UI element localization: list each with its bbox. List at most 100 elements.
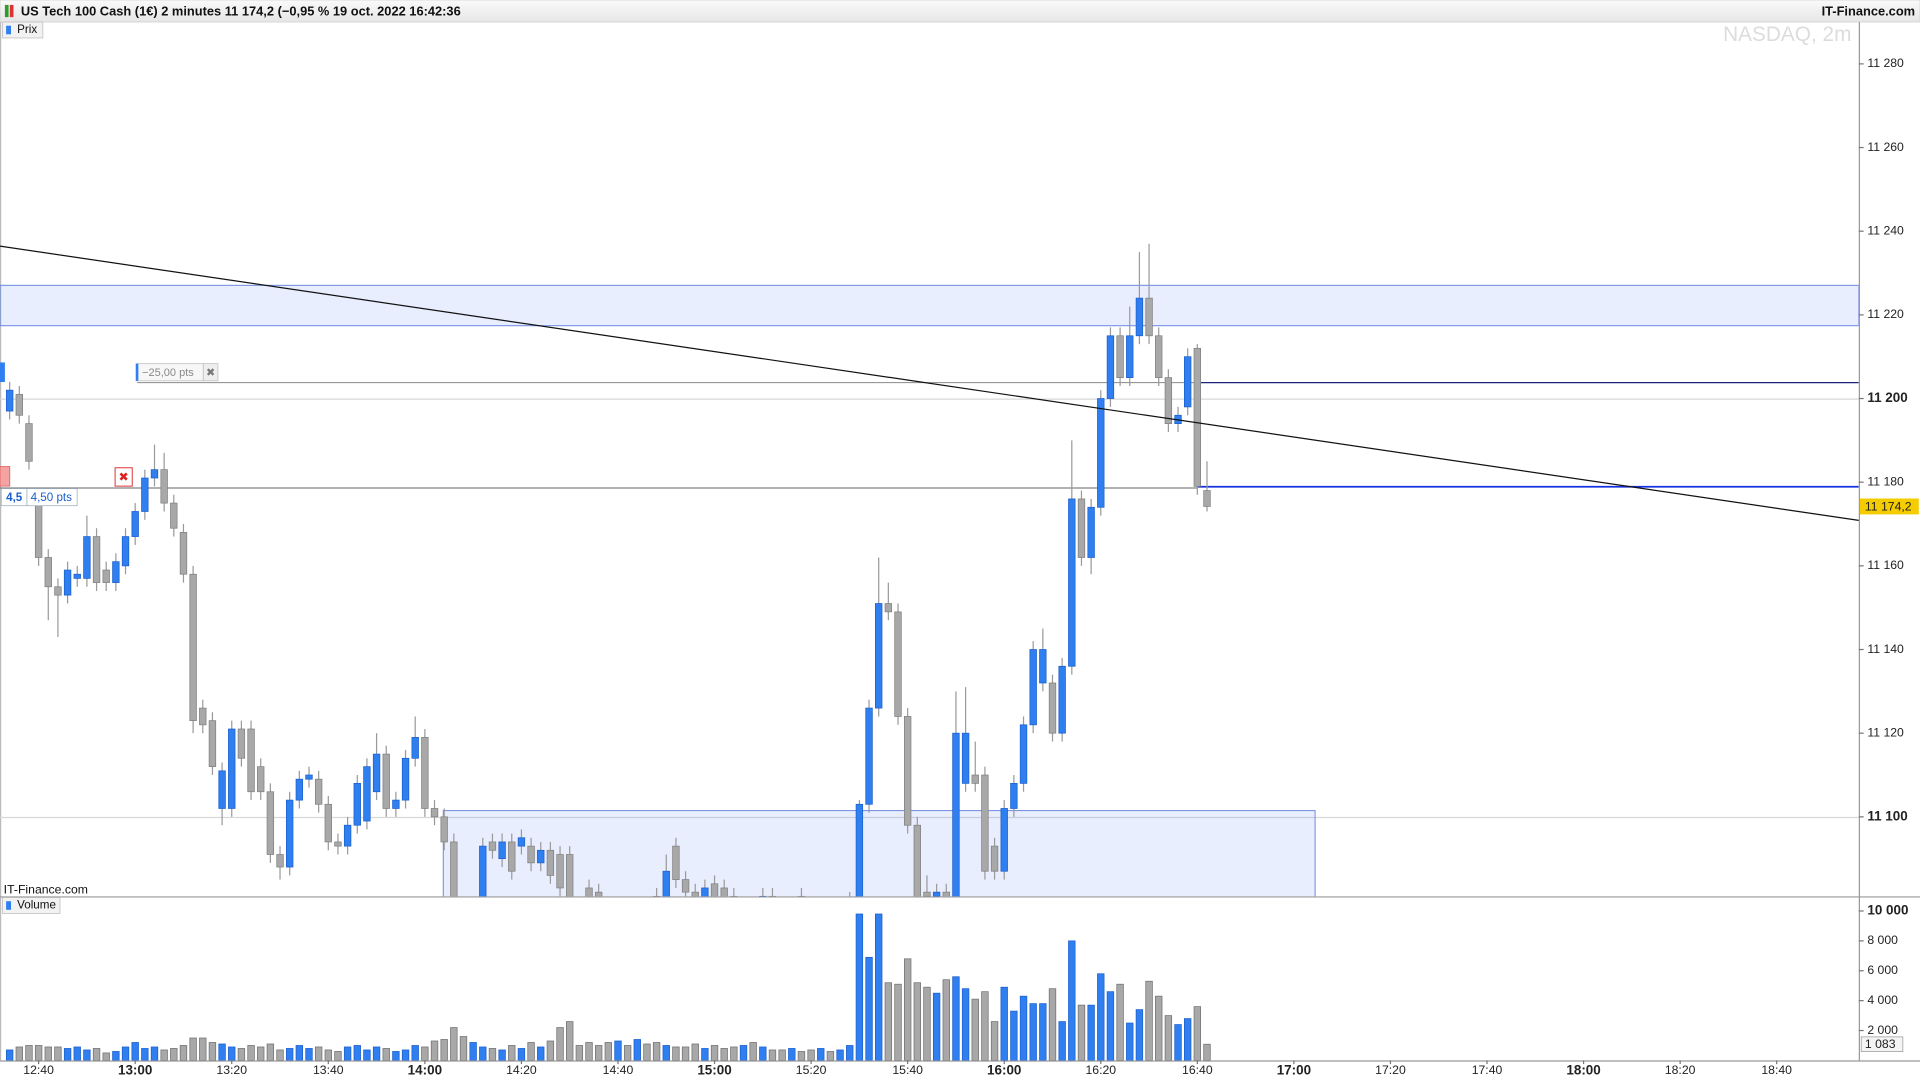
level-marker — [0, 362, 5, 383]
volume-bar — [189, 1037, 197, 1061]
y-tick-label: 11 240 — [1867, 223, 1904, 237]
x-tick-label: 14:40 — [603, 1063, 634, 1077]
candle-body — [1155, 335, 1163, 378]
candle-body — [372, 753, 381, 793]
candle-body — [730, 895, 738, 897]
volume-bar — [594, 1045, 603, 1061]
candle-body — [952, 732, 960, 897]
volume-bar — [102, 1052, 110, 1061]
volume-bar — [430, 1040, 439, 1061]
candle-body — [170, 502, 178, 529]
candle-body — [1058, 665, 1066, 734]
volume-bar — [701, 1048, 709, 1061]
x-tick-label: 17:40 — [1472, 1063, 1503, 1077]
candle-body — [1135, 297, 1144, 337]
volume-bar — [401, 1049, 410, 1061]
candle-body — [121, 536, 130, 567]
volume-bar — [1145, 980, 1153, 1061]
volume-bar — [585, 1042, 593, 1061]
volume-bar — [652, 1042, 661, 1061]
volume-bar — [1155, 995, 1163, 1061]
volume-bar — [855, 913, 864, 1061]
candle-body — [324, 803, 332, 843]
candle-body — [942, 891, 950, 897]
annotation: 4,50 pts — [31, 491, 73, 504]
volume-bar — [575, 1045, 584, 1061]
candle-body — [652, 895, 661, 897]
volume-bar — [1126, 1022, 1134, 1061]
candle-body — [1126, 335, 1134, 378]
volume-bar — [141, 1048, 149, 1061]
close-button[interactable] — [114, 467, 133, 487]
volume-bar — [913, 982, 921, 1061]
y-tick-label: 6 000 — [1867, 963, 1898, 977]
volume-bar — [730, 1046, 738, 1061]
close-button[interactable] — [202, 363, 219, 382]
candle-body — [150, 469, 159, 479]
volume-bar — [15, 1046, 23, 1061]
candle-body — [1029, 649, 1037, 726]
volume-bar — [160, 1049, 168, 1061]
volume-bar — [479, 1046, 487, 1061]
candle-body — [759, 895, 767, 897]
candle-body — [932, 891, 941, 897]
candle-body — [218, 770, 226, 809]
candle-body — [353, 783, 361, 826]
candle-body — [750, 909, 757, 926]
volume-bar — [643, 1043, 651, 1061]
candle-body — [681, 879, 690, 893]
volume-bar — [710, 1045, 719, 1061]
candle-body — [131, 511, 139, 537]
volume-bar — [952, 976, 960, 1061]
candle-body — [488, 841, 497, 851]
volume-bar — [517, 1048, 526, 1061]
volume-bar — [392, 1051, 400, 1061]
candle-body — [903, 716, 912, 826]
y-tick-label: 11 120 — [1867, 725, 1904, 739]
candle-body — [286, 799, 294, 868]
volume-bar — [1164, 1015, 1173, 1061]
y-tick-label: 2 000 — [1867, 1023, 1898, 1037]
candle-body — [141, 477, 149, 512]
candle-body — [430, 808, 439, 818]
volume-bar — [421, 1046, 429, 1061]
volume-bar — [932, 992, 941, 1061]
volume-bar — [1029, 1003, 1037, 1061]
candle-body — [228, 728, 236, 809]
candle-body — [73, 573, 81, 579]
candle-body — [63, 569, 72, 596]
volume-bar — [807, 1049, 815, 1061]
volume-bar — [363, 1049, 371, 1061]
volume-bar — [1039, 1003, 1047, 1061]
volume-bars — [5, 913, 1211, 1061]
last-price-label: 11 174,2 — [1865, 499, 1912, 513]
x-tick-label: 15:00 — [697, 1062, 731, 1077]
candle-body — [913, 824, 921, 897]
candle-body — [1203, 490, 1211, 507]
candle-body — [276, 854, 284, 868]
candle-body — [1010, 783, 1018, 809]
candle-body — [517, 837, 526, 847]
volume-bar — [681, 1046, 690, 1061]
volume-bar — [1174, 1024, 1182, 1061]
candle-body — [779, 909, 786, 926]
candle-body — [576, 942, 583, 963]
volume-bar — [1000, 986, 1008, 1061]
candle-body — [691, 891, 699, 897]
x-tick-label: 16:00 — [987, 1062, 1021, 1077]
volume-bar — [334, 1051, 342, 1061]
x-tick-label: 13:40 — [313, 1063, 344, 1077]
volume-bar — [382, 1048, 390, 1061]
candle-body — [343, 824, 352, 847]
candle-body — [112, 561, 120, 583]
candle-body — [440, 816, 448, 843]
header-bar — [0, 0, 1920, 23]
candle-body — [450, 841, 458, 897]
candle-body — [1048, 682, 1057, 734]
candle-body — [566, 854, 574, 897]
pane-label-box — [2, 21, 44, 39]
candle-body — [1106, 335, 1115, 399]
volume-bar — [662, 1045, 670, 1061]
pane-label-icon — [6, 901, 12, 910]
